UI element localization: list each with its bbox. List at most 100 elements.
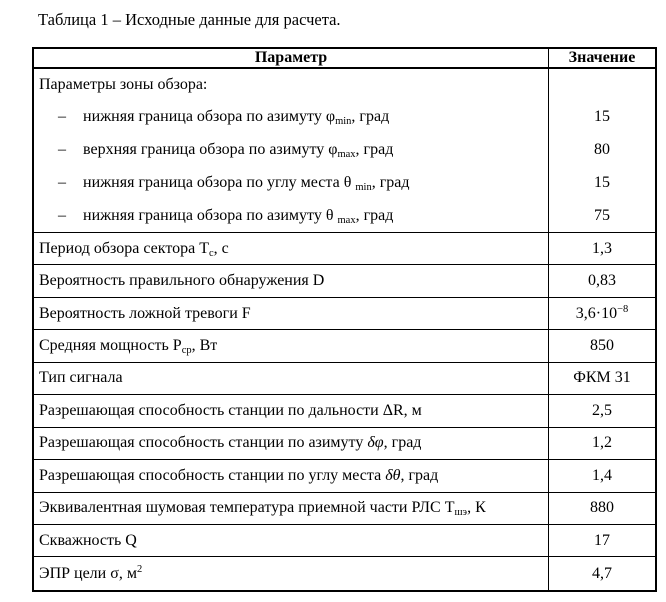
value-text: ФКМ 31	[573, 369, 631, 387]
table-row: Вероятность правильного обнаружения D 0,…	[34, 265, 655, 298]
param-cell: Тип сигнала	[34, 362, 549, 395]
param-symbol-italic: δφ	[367, 434, 384, 452]
table-row: Средняя мощность Рср, Вт 850	[34, 330, 655, 363]
param-cell: ЭПР цели σ, м2	[34, 557, 549, 590]
value-text: 1,3	[592, 239, 612, 257]
param-text: ЭПР цели σ, м	[39, 564, 137, 582]
item-value: 15	[549, 166, 655, 199]
table-row: Скважность Q 17	[34, 524, 655, 558]
item-text: нижняя граница обзора по углу места θ	[83, 173, 356, 191]
item-text-post: , град	[355, 206, 394, 224]
list-item: – нижняя граница обзора по углу места θ m…	[34, 166, 548, 199]
param-text: Разрешающая способность станции по азиму…	[39, 434, 368, 452]
item-text: верхняя граница обзора по азимуту φ	[83, 140, 338, 158]
item-subscript: min	[355, 181, 372, 193]
value-spacer	[549, 69, 655, 100]
param-subscript: ср	[181, 345, 192, 357]
param-text-post: , с	[213, 239, 229, 257]
param-text: Тип сигнала	[39, 369, 123, 387]
value-text: 1,4	[592, 466, 612, 484]
value-cell: 1,2	[549, 428, 655, 459]
param-cell: Разрешающая способность станции по азиму…	[34, 427, 549, 460]
item-subscript: max	[337, 148, 356, 160]
param-text: Средняя мощность Р	[39, 337, 182, 355]
value-cell: 3,6·10−8	[549, 298, 655, 329]
item-text-post: , град	[371, 173, 410, 191]
param-subscript: с	[208, 247, 214, 259]
dash-marker: –	[58, 140, 66, 158]
value-cell: 17	[549, 525, 655, 556]
list-item: – верхняя граница обзора по азимуту φmax,…	[34, 133, 548, 166]
value-cell: 1,3	[549, 233, 655, 264]
param-cell: Вероятность правильного обнаружения D	[34, 265, 549, 297]
list-item: – нижняя граница обзора по азимуту φmin, …	[34, 100, 548, 133]
param-text: Эквивалентная шумовая температура приемн…	[39, 499, 455, 517]
value-cell: 0,83	[549, 265, 655, 296]
value-text: 1,2	[592, 434, 612, 452]
item-value: 80	[549, 133, 655, 166]
value-text: 880	[590, 499, 614, 517]
table-row: Разрешающая способность станции по азиму…	[34, 427, 655, 461]
value-text: 4,7	[592, 564, 612, 582]
param-text: Разрешающая способность станции по дальн…	[39, 401, 422, 419]
param-text-post: , Вт	[191, 337, 218, 355]
param-cell: Период обзора сектора Тс, с	[34, 233, 549, 265]
param-cell: Скважность Q	[34, 524, 549, 557]
item-subscript: max	[337, 214, 356, 226]
dash-marker: –	[58, 173, 66, 191]
param-header-cell: Параметр	[34, 49, 549, 67]
table-row: Вероятность ложной тревоги F 3,6·10−8	[34, 297, 655, 331]
dash-marker: –	[58, 206, 66, 224]
value-header-label: Значение	[568, 49, 636, 66]
value-text: 15	[594, 173, 610, 191]
value-cell: 850	[549, 330, 655, 361]
param-text: Скважность Q	[39, 531, 137, 549]
group-param-cell: Параметры зоны обзора: – нижняя граница о…	[34, 69, 549, 232]
data-table: Параметр Значение Параметры зоны обзора:…	[32, 47, 657, 592]
table-row: ЭПР цели σ, м2 4,7	[34, 557, 655, 590]
param-superscript: 2	[136, 563, 143, 575]
item-text-post: , град	[355, 140, 394, 158]
item-value: 15	[549, 100, 655, 133]
table-caption: Таблица 1 – Исходные данные для расчета.	[38, 10, 341, 29]
value-header-cell: Значение	[549, 49, 655, 67]
group-label: Параметры зоны обзора:	[39, 75, 208, 93]
dash-marker: –	[58, 107, 66, 125]
param-header-label: Параметр	[254, 49, 328, 66]
group-value-cell: 15 80 15 75	[549, 69, 655, 232]
table-row: Период обзора сектора Тс, с 1,3	[34, 233, 655, 266]
value-text: 75	[594, 206, 610, 224]
param-cell: Вероятность ложной тревоги F	[34, 297, 549, 330]
group-row-view-zone: Параметры зоны обзора: – нижняя граница о…	[34, 69, 655, 233]
param-subscript: шэ	[454, 507, 468, 519]
value-text: 80	[594, 140, 610, 158]
table-header-row: Параметр Значение	[34, 49, 655, 69]
value-cell: 880	[549, 493, 655, 524]
value-text: 0,83	[588, 272, 616, 290]
param-text: Период обзора сектора Т	[39, 239, 209, 257]
param-cell: Эквивалентная шумовая температура приемн…	[34, 492, 549, 524]
param-cell: Разрешающая способность станции по углу …	[34, 460, 549, 492]
value-text: 17	[594, 531, 610, 549]
table-row: Разрешающая способность станции по дальн…	[34, 395, 655, 428]
value-cell: ФКМ 31	[549, 363, 655, 394]
table-row: Разрешающая способность станции по углу …	[34, 460, 655, 493]
value-cell: 2,5	[549, 395, 655, 426]
param-text-post: , К	[467, 499, 486, 517]
param-symbol-italic: δθ	[385, 466, 401, 484]
value-cell: 1,4	[549, 460, 655, 491]
param-text-post: , град	[383, 434, 422, 452]
table-row: Эквивалентная шумовая температура приемн…	[34, 492, 655, 525]
table-row: Тип сигнала ФКМ 31	[34, 362, 655, 396]
value-cell: 4,7	[549, 557, 655, 589]
item-text: нижняя граница обзора по азимуту φ	[83, 107, 336, 125]
value-superscript: −8	[617, 303, 629, 315]
value-text-pre: 3,6·10	[575, 304, 618, 322]
value-text: 2,5	[592, 401, 612, 419]
param-text: Вероятность правильного обнаружения D	[39, 272, 325, 290]
param-cell: Средняя мощность Рср, Вт	[34, 330, 549, 362]
param-text: Вероятность ложной тревоги F	[39, 304, 251, 322]
item-value: 75	[549, 199, 655, 232]
item-subscript: min	[335, 115, 352, 127]
